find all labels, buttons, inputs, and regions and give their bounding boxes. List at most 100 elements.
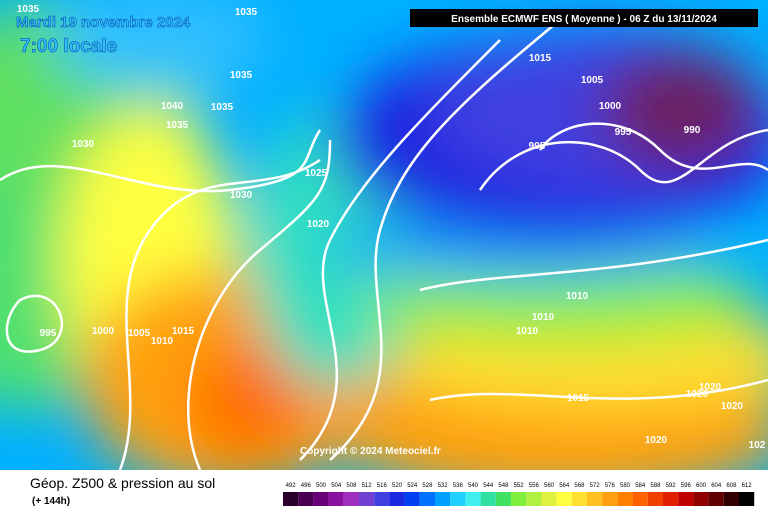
isobar-label: 1035 xyxy=(235,7,258,18)
scale-label: 580 xyxy=(620,483,631,489)
scale-label: 524 xyxy=(407,483,418,489)
map-background xyxy=(0,0,768,470)
scale-label: 540 xyxy=(468,483,479,489)
scale-label: 528 xyxy=(422,483,433,489)
isobar-label: 1020 xyxy=(721,401,744,412)
isobar-label: 1010 xyxy=(532,312,555,323)
scale-label: 600 xyxy=(696,483,707,489)
isobar-label: 1030 xyxy=(230,190,253,201)
scale-swatch xyxy=(495,492,511,506)
isobar-label: 1015 xyxy=(172,326,195,337)
isobar-label: 1035 xyxy=(17,4,40,15)
scale-label: 532 xyxy=(438,483,449,489)
scale-swatch xyxy=(343,492,359,506)
scale-label: 592 xyxy=(666,483,677,489)
footer-title: Géop. Z500 & pression au sol xyxy=(30,475,215,491)
scale-swatch xyxy=(663,492,679,506)
scale-label: 564 xyxy=(559,483,570,489)
isobar-label: 1005 xyxy=(128,328,151,339)
scale-swatch xyxy=(389,492,405,506)
scale-swatch xyxy=(708,492,724,506)
isobar-label: 1010 xyxy=(566,291,589,302)
isobar-label: 1035 xyxy=(166,120,189,131)
scale-label: 548 xyxy=(498,483,509,489)
scale-swatch xyxy=(404,492,420,506)
scale-label: 512 xyxy=(362,483,373,489)
scale-swatch xyxy=(328,492,344,506)
scale-label: 572 xyxy=(590,483,601,489)
isobar-label: 1020 xyxy=(307,219,330,230)
scale-swatch xyxy=(602,492,618,506)
date: Mardi 19 novembre 2024 xyxy=(16,14,191,31)
scale-label: 588 xyxy=(650,483,661,489)
scale-swatch xyxy=(450,492,466,506)
isobar-label: 1020 xyxy=(686,389,709,400)
scale-swatch xyxy=(678,492,694,506)
copyright: Copyright © 2024 Meteociel.fr xyxy=(300,446,441,457)
isobar-labels: 1035 1035 1035 1040 1035 1035 1030 1030 1025 1020… xyxy=(17,4,766,451)
scale-label: 516 xyxy=(377,483,388,489)
scale-swatch xyxy=(526,492,542,506)
scale-label: 552 xyxy=(514,483,525,489)
isobar-label: 1025 xyxy=(305,168,328,179)
isobar-label: 1015 xyxy=(567,393,590,404)
isobar-label: 1005 xyxy=(581,75,604,86)
isobar-label: 995 xyxy=(615,127,632,138)
scale-swatch xyxy=(359,492,375,506)
color-scale: 492 496 500 504 508 512 516 520 524 528 532 536 540 5… xyxy=(283,483,755,506)
header-box xyxy=(410,9,758,27)
isobar-label: 995 xyxy=(40,328,57,339)
isobar-label: 990 xyxy=(684,125,701,136)
time: 7:00 locale xyxy=(20,36,117,57)
isobar-label: 1000 xyxy=(92,326,115,337)
scale-swatch xyxy=(283,492,299,506)
isobar-label: 1010 xyxy=(516,326,539,337)
scale-swatch xyxy=(374,492,390,506)
scale-label: 500 xyxy=(316,483,327,489)
scale-swatch xyxy=(298,492,314,506)
scale-swatch xyxy=(435,492,451,506)
scale-label: 536 xyxy=(453,483,464,489)
scale-swatch xyxy=(419,492,435,506)
scale-swatch xyxy=(693,492,709,506)
scale-swatch xyxy=(739,492,755,506)
scale-swatch xyxy=(556,492,572,506)
scale-swatch xyxy=(511,492,527,506)
scale-label: 560 xyxy=(544,483,555,489)
isobar-label: 995 xyxy=(529,141,546,152)
isobar-label: 1035 xyxy=(211,102,234,113)
isobar-label: 1030 xyxy=(72,139,95,150)
scale-label: 568 xyxy=(574,483,585,489)
scale-label: 508 xyxy=(346,483,357,489)
isobar-label: 1000 xyxy=(599,101,622,112)
scale-label: 492 xyxy=(286,483,297,489)
scale-label: 504 xyxy=(331,483,342,489)
isobar-label: 1010 xyxy=(151,336,174,347)
scale-label: 612 xyxy=(742,483,753,489)
scale-label: 604 xyxy=(711,483,722,489)
isobar-label: 102 xyxy=(749,440,766,451)
isobar-label: 1035 xyxy=(230,70,253,81)
scale-swatch xyxy=(465,492,481,506)
scale-swatch xyxy=(723,492,739,506)
isobar-label: 1020 xyxy=(699,382,722,393)
scale-label: 556 xyxy=(529,483,540,489)
isobar-label: 1020 xyxy=(645,435,668,446)
isobar-label: 1040 xyxy=(161,101,184,112)
model-info: Ensemble ECMWF ENS ( Moyenne ) - 06 Z du… xyxy=(451,14,717,25)
scale-swatch xyxy=(541,492,557,506)
scale-swatch xyxy=(617,492,633,506)
scale-swatch xyxy=(587,492,603,506)
scale-swatch xyxy=(313,492,329,506)
scale-label: 596 xyxy=(681,483,692,489)
scale-label: 584 xyxy=(635,483,646,489)
scale-label: 608 xyxy=(726,483,737,489)
scale-swatch xyxy=(571,492,587,506)
scale-label: 520 xyxy=(392,483,403,489)
scale-label: 496 xyxy=(301,483,312,489)
scale-swatch xyxy=(480,492,496,506)
scale-swatch xyxy=(647,492,663,506)
footer-subtitle: (+ 144h) xyxy=(32,496,70,507)
scale-label: 576 xyxy=(605,483,616,489)
